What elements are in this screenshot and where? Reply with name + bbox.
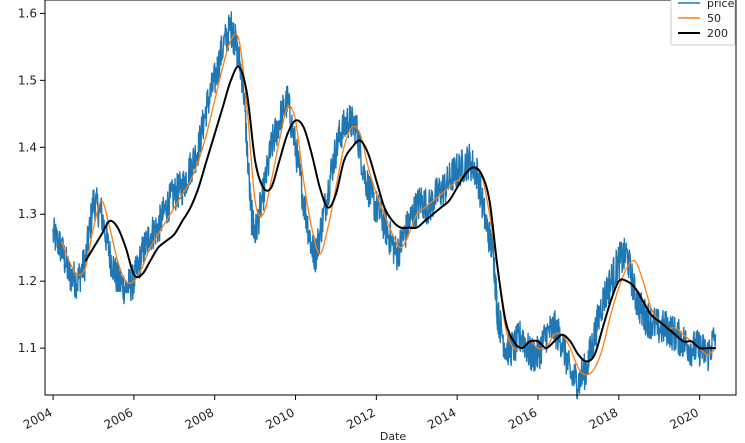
y-tick-label: 1.5 — [18, 73, 37, 87]
legend-label-200: 200 — [707, 27, 728, 40]
y-tick-label: 1.2 — [18, 274, 37, 288]
legend: price 50 200 — [670, 0, 736, 46]
legend-label-50: 50 — [707, 12, 721, 25]
y-tick-label: 1.3 — [18, 207, 37, 221]
series-line-200 — [84, 65, 716, 363]
legend-label-price: price — [707, 0, 735, 10]
x-axis-label: Date — [380, 430, 407, 443]
y-tick-label: 1.6 — [18, 6, 37, 20]
series-layer — [52, 11, 717, 400]
plot-frame — [44, 0, 737, 396]
y-tick-label: 1.1 — [18, 341, 37, 355]
series-line-price — [52, 11, 717, 400]
y-tick-label: 1.4 — [18, 140, 37, 154]
y-axis: 1.1 1.2 1.3 1.4 1.5 1.6 — [18, 6, 45, 355]
series-line-50 — [60, 33, 717, 376]
